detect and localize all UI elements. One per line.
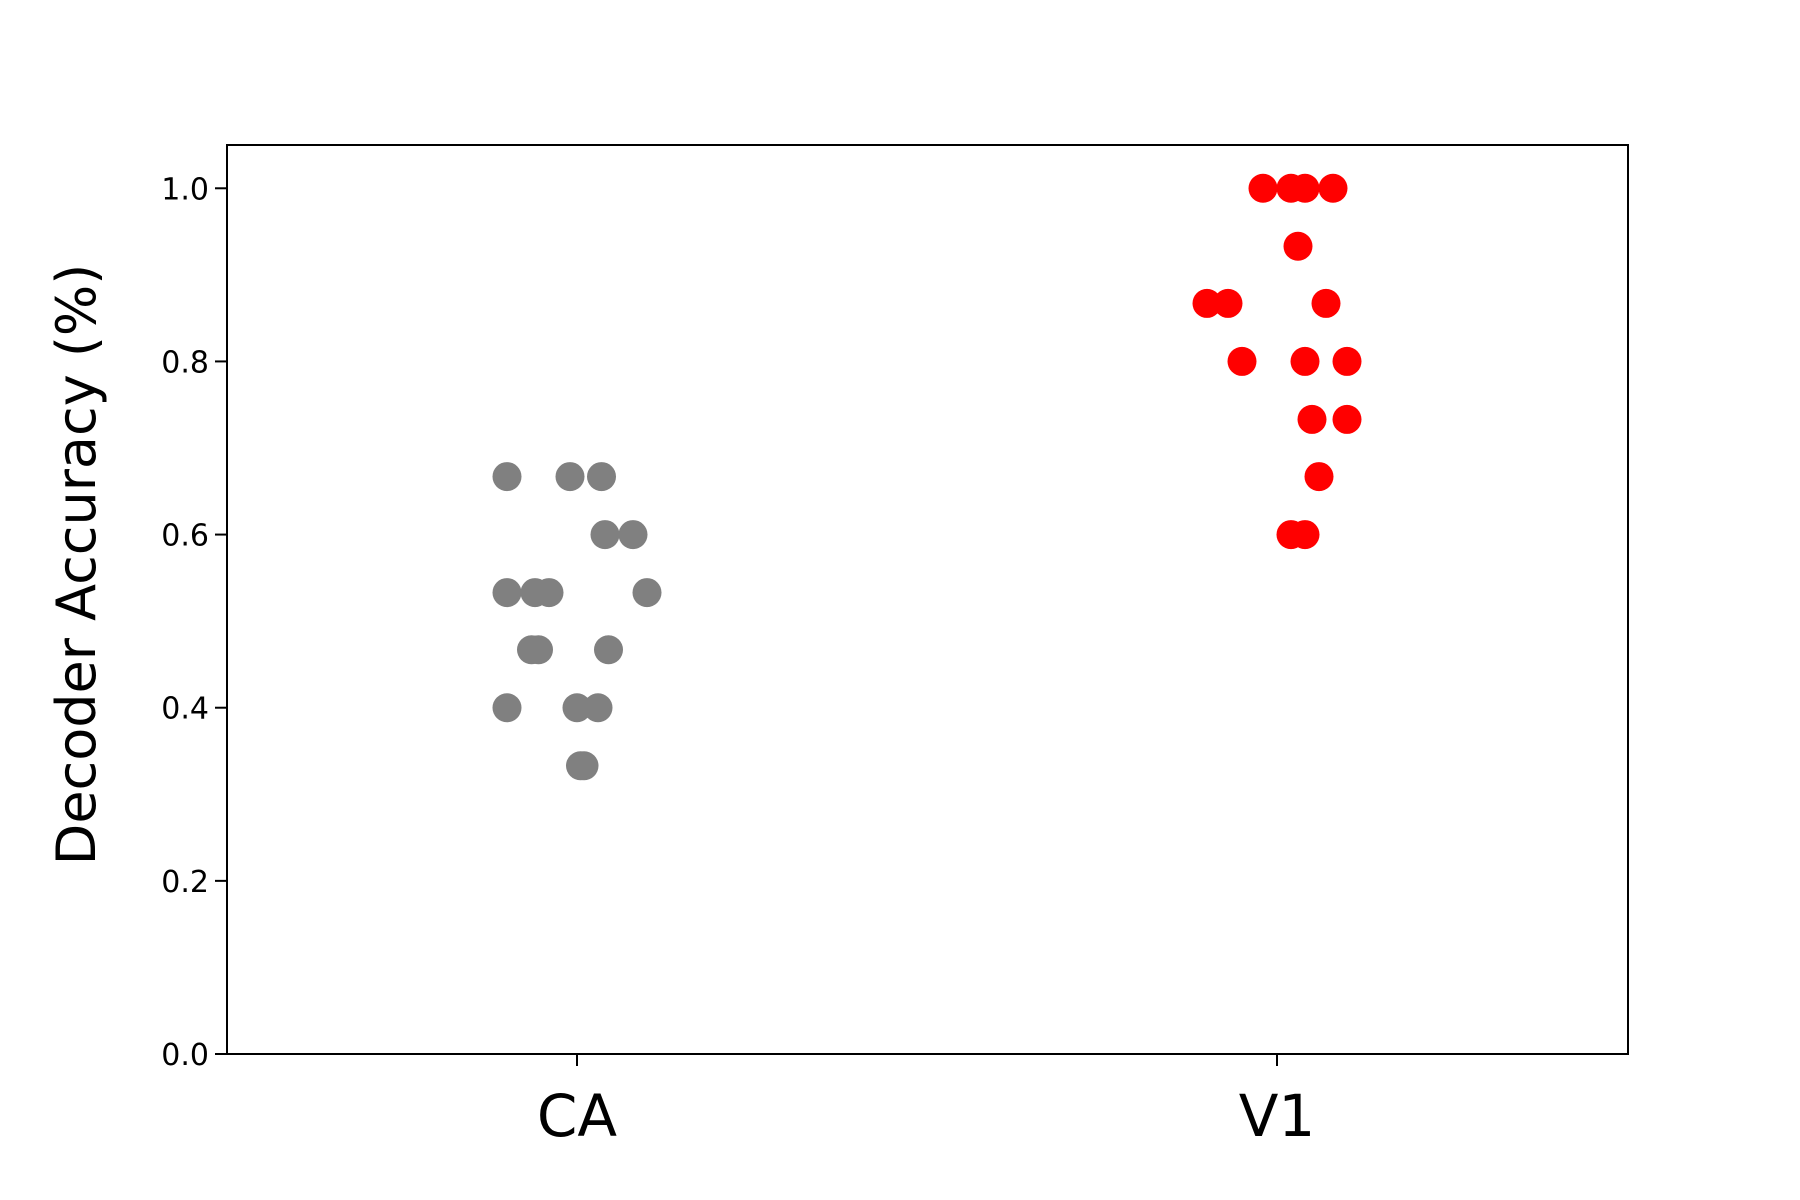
data-point-ca xyxy=(594,635,623,665)
data-point-v1 xyxy=(1227,346,1257,376)
data-point-ca xyxy=(583,693,613,723)
data-point-v1 xyxy=(1290,173,1320,203)
data-point-ca xyxy=(492,693,522,723)
y-axis-label: Decoder Accuracy (%) xyxy=(45,264,108,866)
data-point-v1 xyxy=(1283,231,1313,261)
y-tick-label: 0.8 xyxy=(161,345,209,380)
x-category-label: V1 xyxy=(1239,1082,1316,1150)
data-point-v1 xyxy=(1290,520,1320,550)
data-point-ca xyxy=(569,751,599,781)
data-point-ca xyxy=(618,520,648,550)
data-point-v1 xyxy=(1311,288,1341,318)
data-point-ca xyxy=(534,578,564,608)
data-point-v1 xyxy=(1248,173,1278,203)
data-point-ca xyxy=(492,578,522,608)
y-tick-label: 0.6 xyxy=(161,519,209,554)
y-tick-label: 0.2 xyxy=(161,865,209,900)
y-tick-label: 1.0 xyxy=(161,172,209,207)
plot-frame xyxy=(226,144,1629,1055)
data-point-v1 xyxy=(1332,346,1362,376)
data-point-ca xyxy=(632,578,662,608)
data-point-v1 xyxy=(1192,288,1222,318)
points-layer xyxy=(492,173,1362,781)
y-axis: 0.0 0.2 0.4 0.6 0.8 1.0 xyxy=(161,172,227,1073)
x-category-label: CA xyxy=(537,1082,617,1150)
y-tick-label: 0.0 xyxy=(161,1038,209,1073)
data-point-v1 xyxy=(1304,462,1334,492)
data-point-ca xyxy=(492,462,522,492)
x-axis: CA V1 xyxy=(537,1054,1315,1150)
data-point-ca xyxy=(562,693,592,723)
data-point-ca xyxy=(587,462,616,492)
data-point-v1 xyxy=(1290,346,1320,376)
data-point-v1 xyxy=(1332,404,1362,434)
data-point-ca xyxy=(590,520,620,550)
data-point-v1 xyxy=(1318,173,1348,203)
data-point-ca xyxy=(555,462,585,492)
y-tick-label: 0.4 xyxy=(161,692,209,727)
data-point-v1 xyxy=(1297,404,1327,434)
data-point-ca xyxy=(524,635,553,665)
data-point-v1 xyxy=(1213,288,1243,318)
